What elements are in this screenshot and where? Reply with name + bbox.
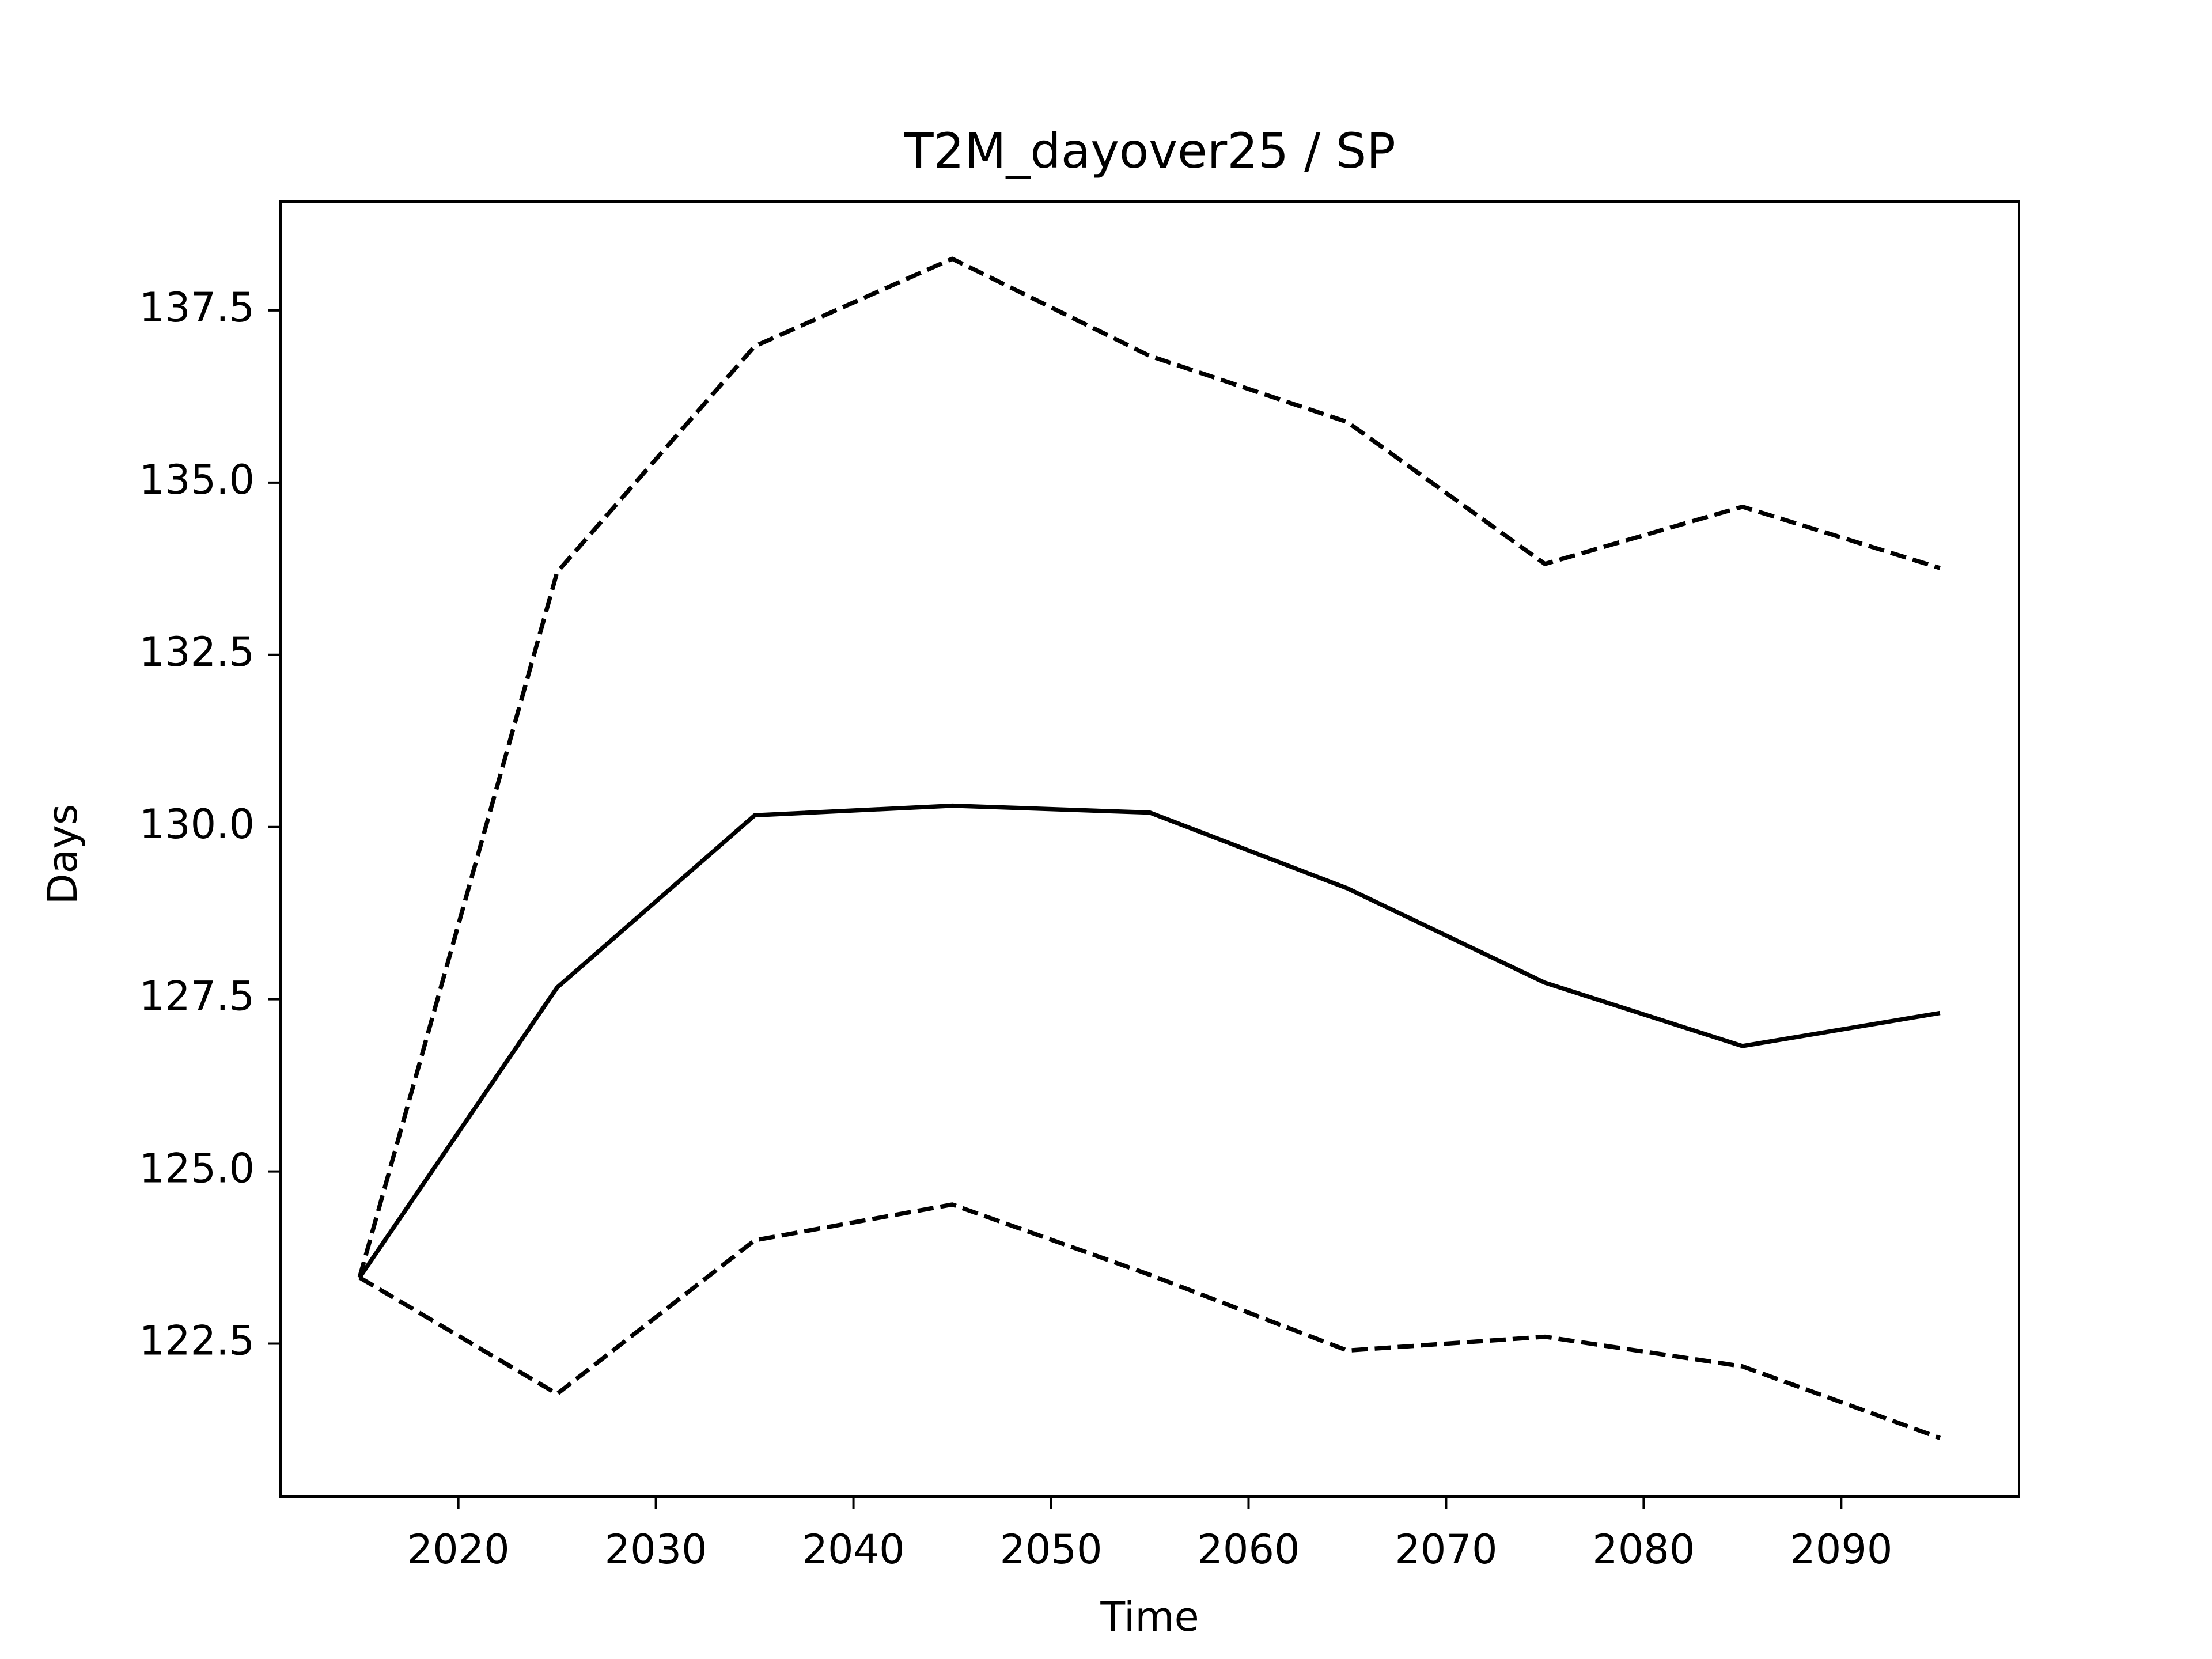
x-tick-label: 2090 bbox=[1790, 1526, 1892, 1573]
y-tick-label: 132.5 bbox=[139, 628, 255, 676]
chart-title: T2M_dayover25 / SP bbox=[903, 123, 1396, 179]
x-tick-label: 2080 bbox=[1592, 1526, 1695, 1573]
x-tick-label: 2040 bbox=[802, 1526, 904, 1573]
data-line bbox=[357, 256, 1941, 1278]
x-tick-label: 2070 bbox=[1395, 1526, 1497, 1573]
y-tick-label: 135.0 bbox=[139, 456, 255, 503]
x-tick-label: 2020 bbox=[407, 1526, 510, 1573]
plot-frame bbox=[279, 200, 2020, 1498]
x-tick-label: 2050 bbox=[999, 1526, 1102, 1573]
y-tick-label: 137.5 bbox=[139, 284, 255, 331]
x-tick-label: 2060 bbox=[1197, 1526, 1300, 1573]
y-tick-label: 130.0 bbox=[139, 801, 255, 848]
x-axis-label: Time bbox=[1100, 1593, 1199, 1641]
y-tick-label: 125.0 bbox=[139, 1145, 255, 1192]
y-tick-label: 127.5 bbox=[139, 973, 255, 1020]
x-tick-label: 2030 bbox=[605, 1526, 707, 1573]
data-line bbox=[358, 803, 1941, 1279]
y-tick-label: 122.5 bbox=[139, 1317, 255, 1365]
y-axis-label: Days bbox=[39, 804, 86, 905]
data-line bbox=[358, 1202, 1941, 1440]
